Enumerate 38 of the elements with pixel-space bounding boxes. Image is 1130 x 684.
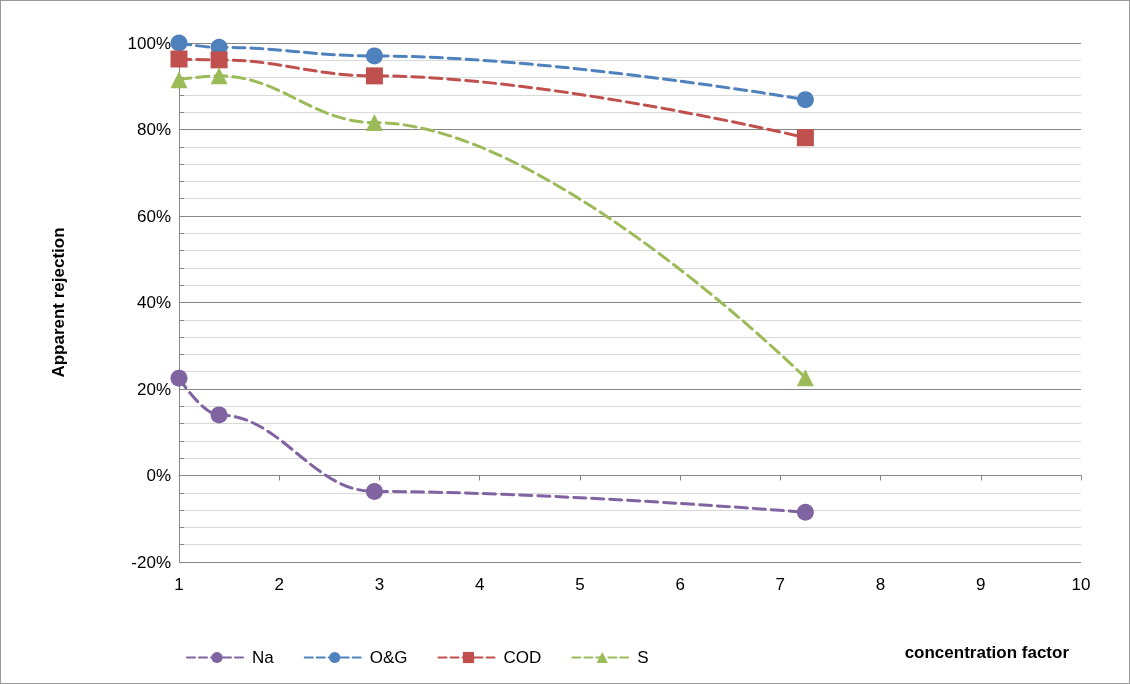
y-tick-label: 80% — [136, 120, 171, 139]
x-tick-label: 7 — [775, 575, 786, 594]
x-tick-label: 9 — [976, 575, 986, 594]
point — [796, 503, 814, 521]
point — [796, 369, 814, 387]
y-tick-label: 60% — [136, 206, 171, 226]
x-tick-label: 4 — [474, 575, 485, 594]
y-axis-title: Apparent rejection — [49, 227, 68, 378]
x-tick-label: 10 — [1071, 575, 1091, 594]
y-tick-label: 20% — [136, 379, 171, 399]
legend-label: S — [637, 648, 649, 667]
point — [365, 483, 383, 500]
point — [170, 34, 188, 52]
legend-label: Na — [252, 648, 275, 667]
point — [210, 406, 228, 424]
point — [170, 369, 188, 387]
x-tick-label: 1 — [174, 575, 184, 594]
point — [170, 71, 188, 89]
x-tick-label: 8 — [875, 575, 886, 594]
point — [365, 114, 383, 132]
point — [796, 129, 814, 147]
x-tick-label: 6 — [675, 575, 685, 594]
y-tick-label: 0% — [146, 466, 171, 485]
legend-label: O&G — [369, 648, 408, 667]
point — [210, 51, 228, 69]
x-tick-label: 2 — [274, 575, 284, 594]
point — [170, 50, 188, 68]
legend-label: COD — [503, 648, 542, 667]
point — [210, 67, 228, 85]
y-tick-label: 100% — [127, 33, 171, 53]
x-tick-label: 3 — [374, 575, 385, 594]
y-tick-label: -20% — [131, 552, 171, 572]
x-tick-label: 5 — [575, 575, 585, 594]
x-axis-title: concentration factor — [904, 643, 1070, 662]
point — [365, 47, 383, 65]
y-tick-label: 40% — [136, 293, 171, 312]
point — [365, 67, 383, 85]
point — [796, 91, 814, 109]
